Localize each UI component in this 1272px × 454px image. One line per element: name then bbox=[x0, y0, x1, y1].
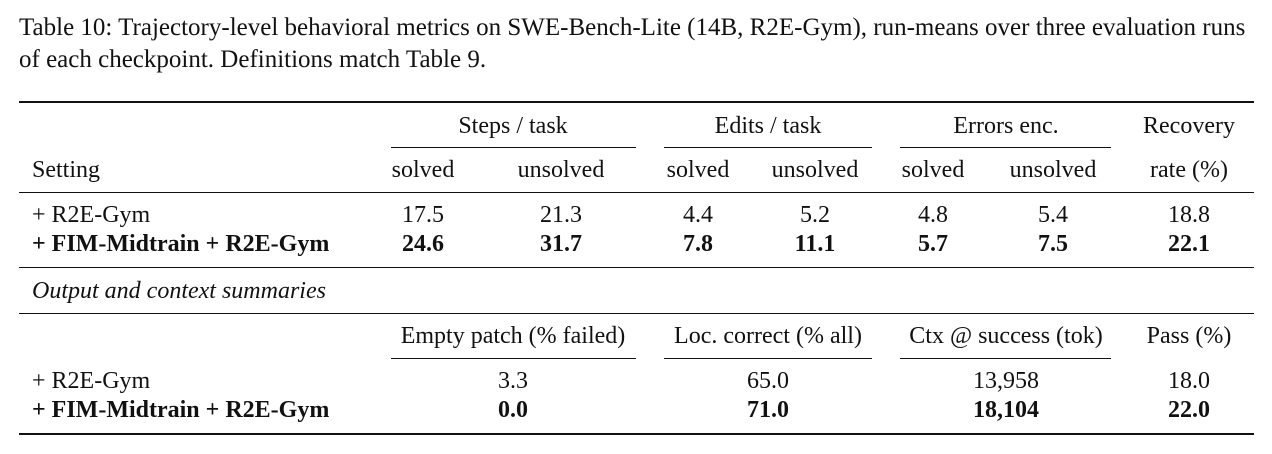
s2-row-1-empty-patch: 3.3 bbox=[498, 368, 528, 394]
row-1-errors-unsolved: 5.4 bbox=[1038, 202, 1068, 228]
table-caption: Table 10: Trajectory-level behavioral me… bbox=[19, 14, 1246, 73]
header-steps-solved: solved bbox=[391, 157, 455, 183]
s2-row-2-pass: 22.0 bbox=[1168, 397, 1210, 423]
row-1-edits-solved: 4.4 bbox=[683, 202, 713, 228]
cmidrule-loc-correct bbox=[664, 358, 872, 359]
header-loc-correct: Loc. correct (% all) bbox=[674, 323, 862, 349]
header-steps-per-task: Steps / task bbox=[458, 113, 568, 139]
table-bottom-rule bbox=[19, 433, 1254, 435]
s2-row-1-pass: 18.0 bbox=[1168, 368, 1210, 394]
s2-row-2-empty-patch: 0.0 bbox=[498, 397, 528, 423]
row-2-errors-solved: 5.7 bbox=[918, 231, 948, 257]
s2-row-2-setting: + FIM-Midtrain + R2E-Gym bbox=[32, 397, 330, 423]
header-recovery-bottom: rate (%) bbox=[1150, 157, 1228, 183]
row-2-edits-unsolved: 11.1 bbox=[794, 231, 836, 257]
header-recovery-top: Recovery bbox=[1143, 113, 1235, 139]
row-1-edits-unsolved: 5.2 bbox=[800, 202, 830, 228]
row-2-errors-unsolved: 7.5 bbox=[1038, 231, 1068, 257]
section-rule-1 bbox=[19, 267, 1254, 268]
header-edits-per-task: Edits / task bbox=[714, 113, 822, 139]
row-2-steps-unsolved: 31.7 bbox=[540, 231, 582, 257]
row-1-steps-solved: 17.5 bbox=[402, 202, 444, 228]
header-errors-encountered: Errors enc. bbox=[953, 113, 1059, 139]
header-steps-unsolved: unsolved bbox=[517, 157, 605, 183]
header-errors-solved: solved bbox=[901, 157, 965, 183]
s2-row-1-setting: + R2E-Gym bbox=[32, 368, 151, 394]
row-1-steps-unsolved: 21.3 bbox=[540, 202, 582, 228]
header-edits-unsolved: unsolved bbox=[771, 157, 859, 183]
cmidrule-ctx-success bbox=[900, 358, 1111, 359]
row-2-edits-solved: 7.8 bbox=[683, 231, 713, 257]
row-2-setting: + FIM-Midtrain + R2E-Gym bbox=[32, 231, 330, 257]
s2-row-2-loc-correct: 71.0 bbox=[747, 397, 789, 423]
row-2-steps-solved: 24.6 bbox=[402, 231, 444, 257]
row-1-setting: + R2E-Gym bbox=[32, 202, 151, 228]
s2-row-1-ctx-success: 13,958 bbox=[973, 368, 1039, 394]
header-rule bbox=[19, 192, 1254, 193]
row-1-recovery-rate: 18.8 bbox=[1168, 202, 1210, 228]
row-1-errors-solved: 4.8 bbox=[918, 202, 948, 228]
row-2-recovery-rate: 22.1 bbox=[1168, 231, 1210, 257]
cmidrule-edits bbox=[664, 147, 872, 148]
s2-row-2-ctx-success: 18,104 bbox=[973, 397, 1039, 423]
section-2-title: Output and context summaries bbox=[32, 278, 326, 304]
s2-row-1-loc-correct: 65.0 bbox=[747, 368, 789, 394]
header-pass: Pass (%) bbox=[1146, 323, 1232, 349]
header-setting: Setting bbox=[32, 157, 101, 183]
cmidrule-empty-patch bbox=[391, 358, 636, 359]
section-rule-2 bbox=[19, 313, 1254, 314]
header-ctx-success: Ctx @ success (tok) bbox=[909, 323, 1103, 349]
cmidrule-steps bbox=[391, 147, 636, 148]
table-top-rule bbox=[19, 101, 1254, 103]
header-empty-patch: Empty patch (% failed) bbox=[400, 323, 626, 349]
header-errors-unsolved: unsolved bbox=[1009, 157, 1097, 183]
cmidrule-errors bbox=[900, 147, 1111, 148]
header-edits-solved: solved bbox=[666, 157, 730, 183]
